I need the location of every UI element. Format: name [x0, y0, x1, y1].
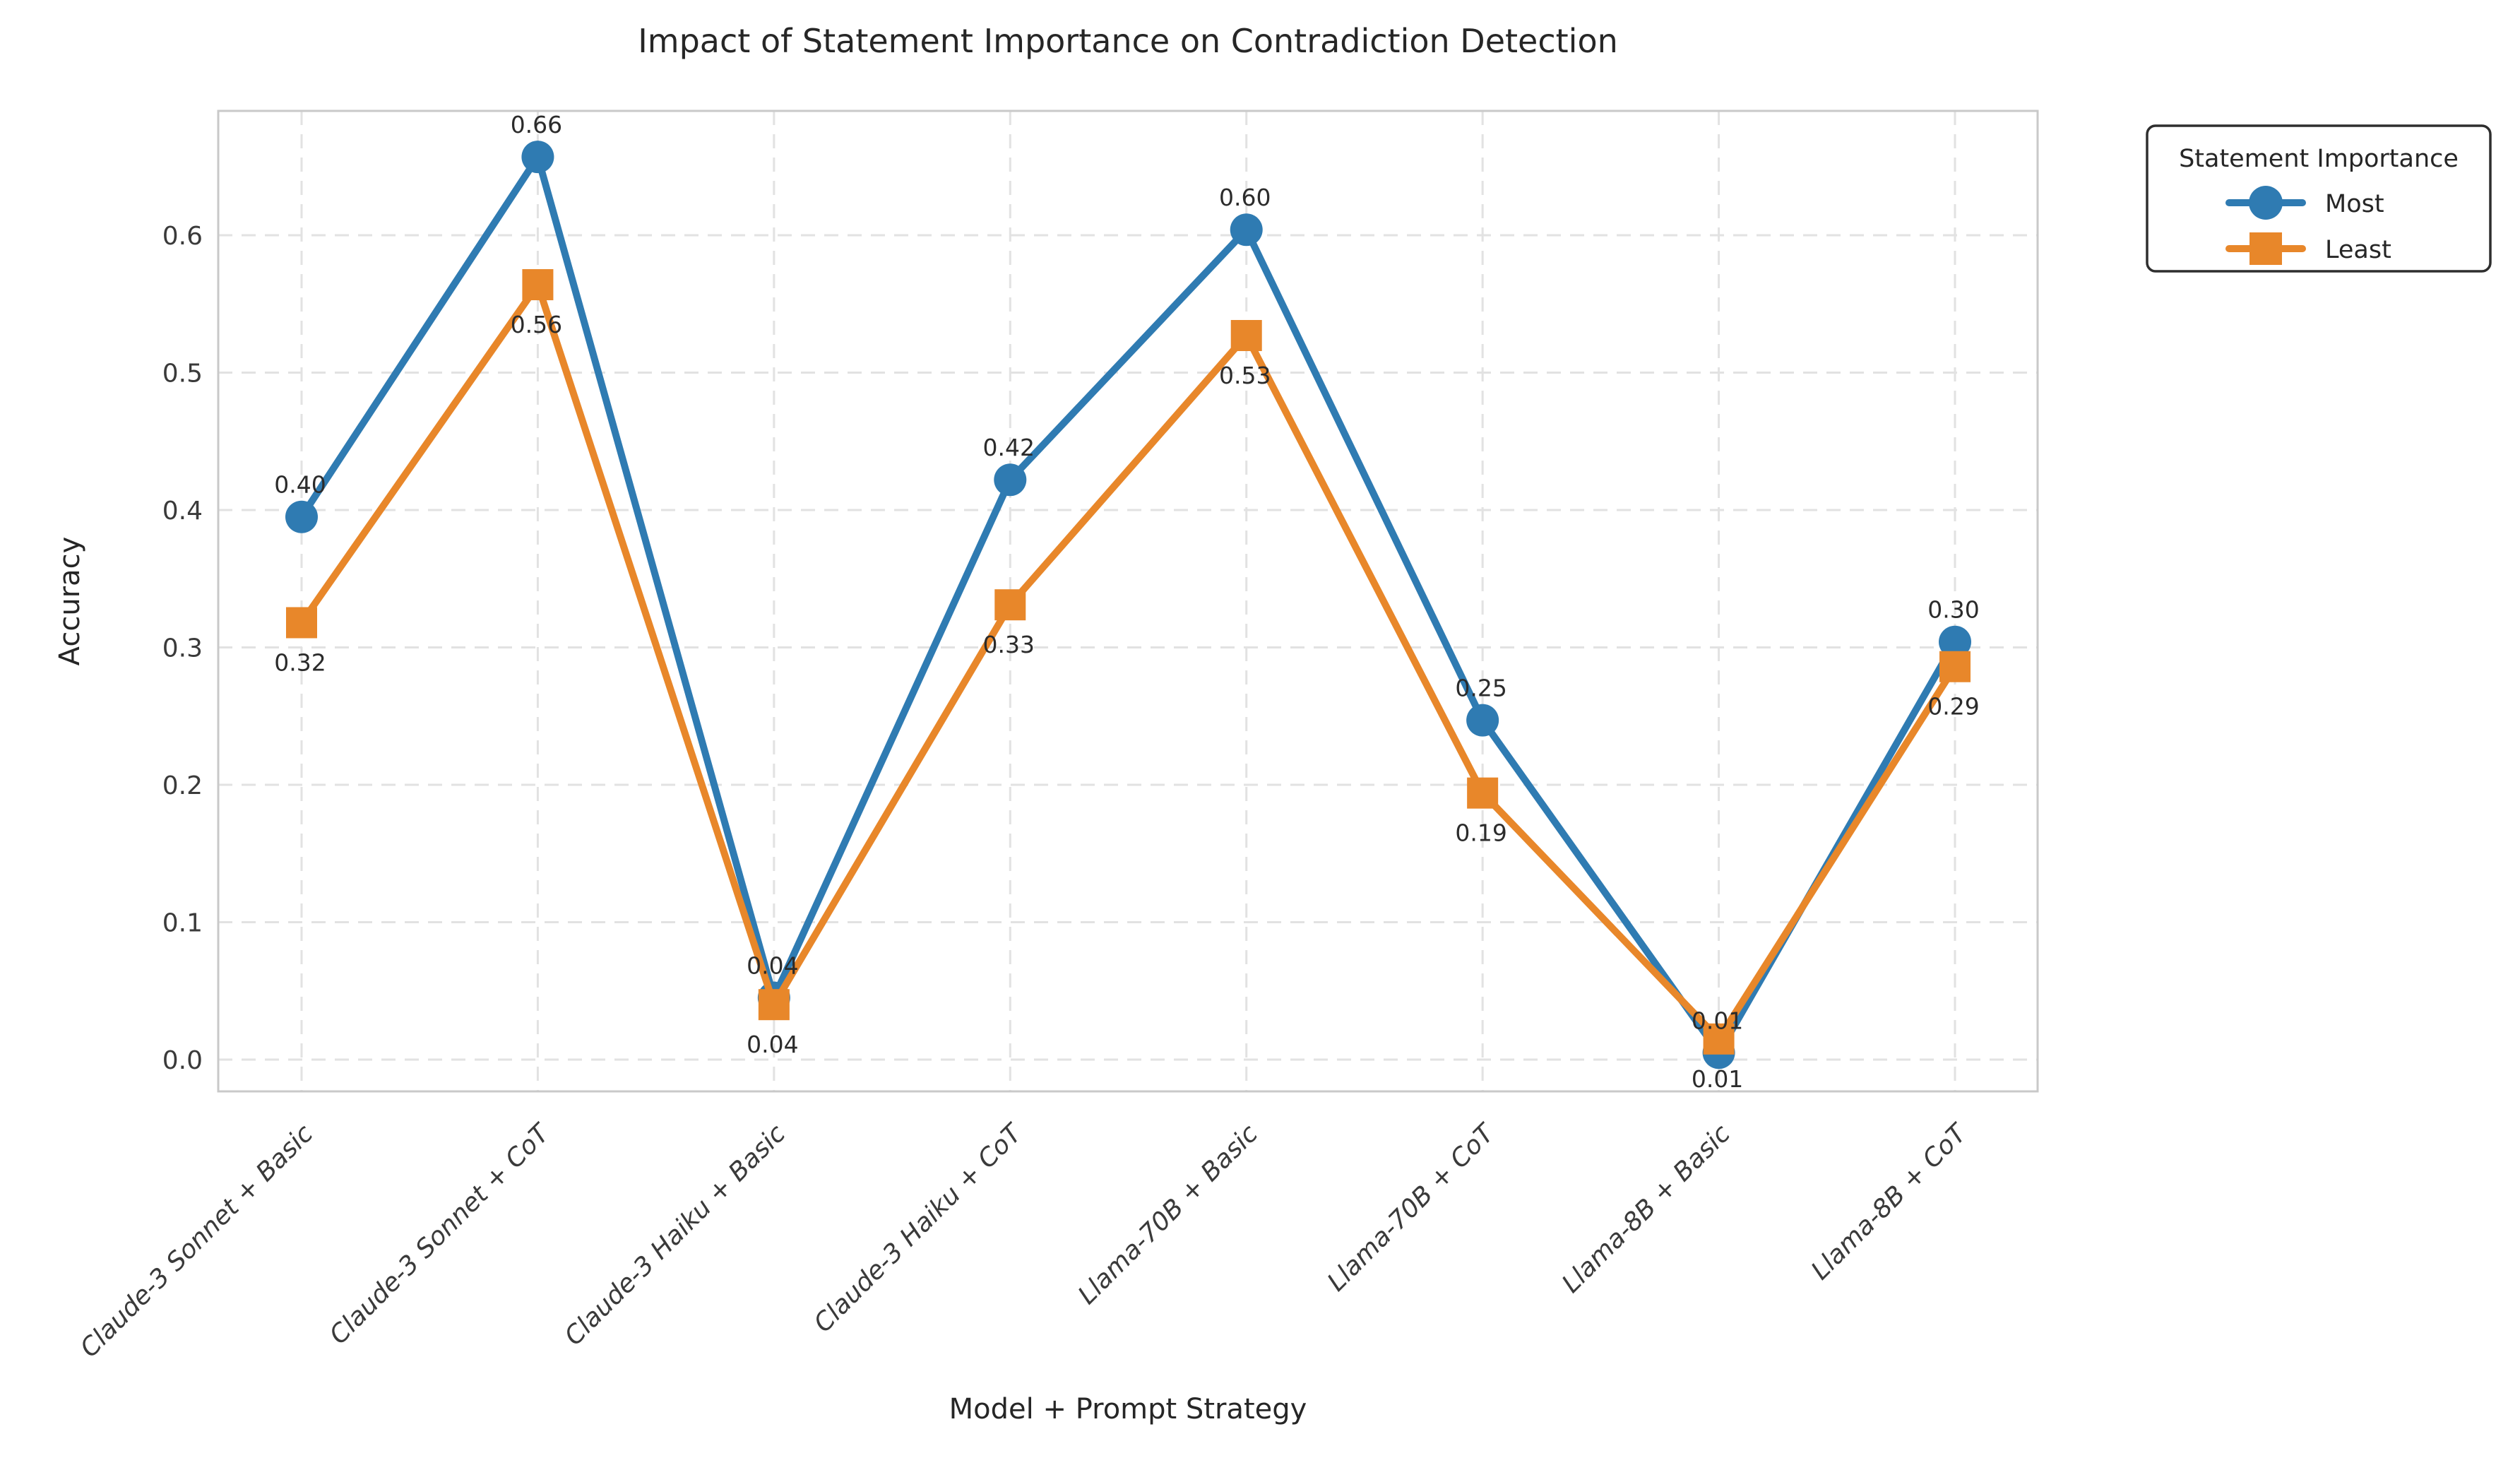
y-tick-label: 0.2 — [162, 771, 203, 800]
point-value-label: 0.42 — [983, 434, 1035, 461]
series-line — [298, 281, 1959, 1043]
point-value-label: 0.60 — [1219, 184, 1271, 211]
data-point-marker — [521, 141, 554, 174]
point-value-label: 0.04 — [747, 1031, 798, 1058]
y-tick-label: 0.0 — [162, 1046, 203, 1075]
legend-box — [2146, 124, 2492, 273]
point-value-label: 0.53 — [1219, 362, 1271, 389]
data-point-marker — [1939, 625, 1972, 658]
y-tick-label: 0.4 — [162, 497, 203, 526]
data-point-marker — [994, 463, 1027, 497]
point-labels: 0.40 0.66 0.04 0.42 0.60 0.25 0.01 0.30 0.32 0.56… — [274, 111, 1979, 1093]
data-point-marker — [758, 989, 790, 1021]
x-axis-ticks: Claude-3 Sonnet + Basic Claude-3 Sonnet +… — [75, 1118, 1974, 1363]
legend-title: Statement Importance — [2179, 145, 2459, 173]
point-value-label: 0.04 — [747, 952, 798, 979]
data-point-marker — [1230, 213, 1263, 247]
data-series — [285, 141, 1972, 1069]
data-point-marker — [522, 269, 554, 301]
data-point-marker — [994, 589, 1026, 621]
data-point-marker — [1230, 319, 1262, 351]
point-value-label: 0.29 — [1927, 693, 1979, 721]
data-point-marker — [285, 500, 318, 533]
x-tick-label: Llama-70B + Basic — [1073, 1119, 1264, 1310]
plot-border — [217, 109, 2039, 1093]
legend-label-most: Most — [2325, 190, 2384, 218]
x-axis-label: Model + Prompt Strategy — [949, 1393, 1307, 1426]
x-tick-label: Claude-3 Sonnet + Basic — [75, 1119, 319, 1363]
x-tick-label: Llama-8B + CoT — [1806, 1118, 1974, 1286]
x-tick-label: Claude-3 Haiku + Basic — [559, 1119, 792, 1351]
legend-entry-least: Least — [2225, 232, 2391, 265]
point-value-label: 0.32 — [274, 648, 326, 676]
series-least — [286, 269, 1971, 1055]
legend-label-least: Least — [2325, 236, 2391, 264]
x-tick-label: Claude-3 Sonnet + CoT — [324, 1118, 557, 1350]
legend: Statement Importance Most Least — [2146, 124, 2492, 273]
point-value-label: 0.56 — [511, 311, 562, 338]
data-point-marker — [1703, 1023, 1735, 1055]
x-tick-label: Claude-3 Haiku + CoT — [809, 1118, 1029, 1338]
chart-title: Impact of Statement Importance on Contra… — [638, 22, 1618, 60]
legend-circle-marker-icon — [2249, 186, 2283, 220]
y-axis-ticks: 0.0 0.1 0.2 0.3 0.4 0.5 0.6 — [162, 222, 203, 1075]
point-value-label: 0.66 — [511, 111, 562, 138]
point-value-label: 0.19 — [1455, 819, 1506, 847]
y-axis-label: Accuracy — [54, 537, 86, 666]
data-point-marker — [1466, 704, 1499, 737]
point-value-label: 0.01 — [1692, 1007, 1743, 1034]
point-value-label: 0.30 — [1927, 596, 1979, 624]
y-tick-label: 0.1 — [162, 909, 203, 938]
legend-square-marker-icon — [2249, 232, 2282, 265]
legend-entry-most: Most — [2225, 186, 2384, 220]
data-point-marker — [1939, 651, 1971, 682]
y-tick-label: 0.6 — [162, 222, 203, 251]
point-value-label: 0.33 — [983, 631, 1035, 658]
point-value-label: 0.01 — [1692, 1065, 1743, 1093]
point-value-label: 0.40 — [274, 471, 326, 499]
y-tick-label: 0.3 — [162, 634, 203, 663]
point-value-label: 0.25 — [1455, 675, 1506, 702]
data-point-marker — [1467, 777, 1499, 809]
y-tick-label: 0.5 — [162, 360, 203, 389]
data-point-marker — [286, 607, 317, 639]
x-tick-label: Llama-8B + Basic — [1557, 1119, 1736, 1298]
gridlines — [218, 111, 2038, 1091]
x-tick-label: Llama-70B + CoT — [1322, 1118, 1502, 1297]
